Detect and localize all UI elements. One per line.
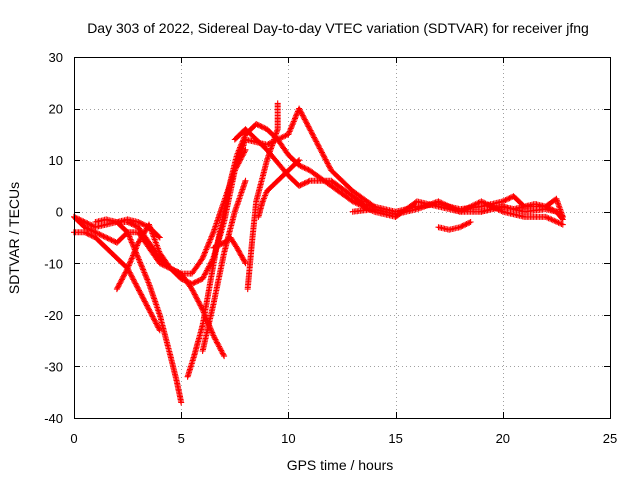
data-series-track-16 [435, 219, 474, 233]
chart-title: Day 303 of 2022, Sidereal Day-to-day VTE… [87, 20, 589, 36]
data-series-track-17 [478, 195, 566, 220]
y-tick-label: -30 [44, 359, 63, 374]
x-tick-label: 0 [70, 431, 77, 446]
y-tick-label: 20 [49, 102, 63, 117]
data-series-track-6 [113, 216, 163, 241]
data-series-track-12 [231, 126, 378, 210]
data-marks [71, 100, 566, 406]
y-tick-label: 30 [49, 50, 63, 65]
data-series-track-11 [255, 157, 303, 220]
x-axis-label: GPS time / hours [287, 457, 394, 473]
axis-ticks [74, 57, 611, 419]
y-tick-label: -40 [44, 411, 63, 426]
y-axis-label: SDTVAR / TECUs [6, 182, 22, 294]
grid [74, 57, 610, 418]
plot-frame [74, 57, 611, 419]
x-tick-label: 15 [388, 431, 402, 446]
x-tick-label: 25 [603, 431, 617, 446]
y-tick-label: -20 [44, 308, 63, 323]
y-tick-label: -10 [44, 256, 63, 271]
x-tick-label: 10 [281, 431, 295, 446]
x-tick-label: 20 [496, 431, 510, 446]
data-series-track-9 [210, 234, 249, 267]
y-tick-label: 10 [49, 153, 63, 168]
x-tick-label: 5 [178, 431, 185, 446]
y-tick-labels: -40 -30 -20 -10 0 10 20 30 [44, 50, 63, 426]
x-tick-labels: 0 5 10 15 20 25 [70, 431, 617, 446]
y-tick-label: 0 [56, 205, 63, 220]
data-series-track-15 [392, 198, 566, 228]
data-series-track-7 [184, 121, 399, 380]
data-series-track-10 [244, 100, 281, 293]
